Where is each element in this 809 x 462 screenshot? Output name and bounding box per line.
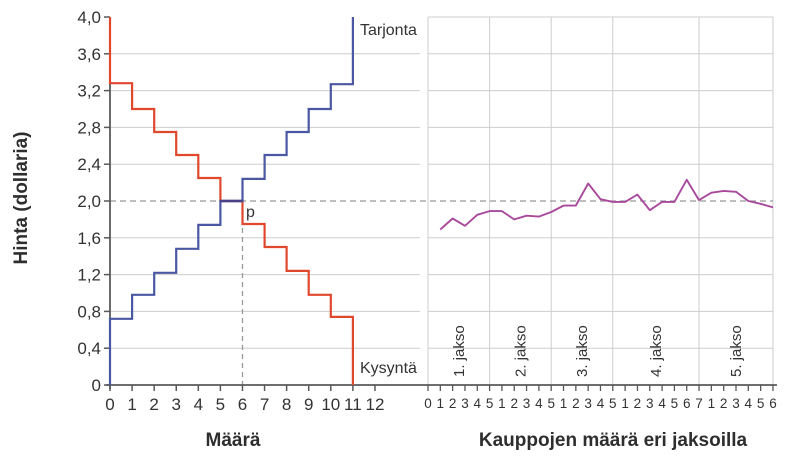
x-tick-label-right: 5	[671, 396, 679, 411]
y-tick-label: 2,8	[77, 118, 101, 137]
x-tick-label-right: 4	[745, 396, 753, 411]
x-tick-label-left: 3	[172, 395, 181, 414]
y-tick-label: 3,2	[77, 82, 101, 101]
x-tick-label-right: 2	[510, 396, 518, 411]
x-tick-label-right: 1	[621, 396, 629, 411]
x-tick-label-right: 4	[658, 396, 666, 411]
x-tick-label-right: 3	[461, 396, 469, 411]
x-tick-label-left: 2	[149, 395, 158, 414]
period-label: 4. jakso	[648, 325, 665, 377]
x-tick-label-right: 2	[634, 396, 642, 411]
equilibrium-price-label: p	[246, 204, 255, 221]
x-tick-label-right: 5	[486, 396, 494, 411]
x-tick-label-right: 2	[572, 396, 580, 411]
x-axis-title-right: Kauppojen määrä eri jaksoilla	[478, 430, 748, 451]
x-tick-label-left: 9	[304, 395, 313, 414]
x-tick-label-left: 5	[216, 395, 225, 414]
y-tick-label: 0	[92, 376, 101, 395]
x-tick-label-right: 2	[449, 396, 457, 411]
x-tick-label-right: 5	[757, 396, 765, 411]
x-tick-label-right: 3	[732, 396, 740, 411]
y-tick-label: 2,0	[77, 192, 101, 211]
x-tick-label-right: 6	[769, 396, 777, 411]
x-tick-label-left: 8	[282, 395, 291, 414]
x-tick-label-right: 2	[720, 396, 728, 411]
x-tick-label-right: 1	[708, 396, 716, 411]
x-tick-label-right: 1	[498, 396, 506, 411]
x-tick-label-right: 6	[683, 396, 691, 411]
x-tick-label-left: 11	[344, 395, 362, 414]
x-tick-label-right: 1	[437, 396, 445, 411]
x-tick-label-right: 4	[474, 396, 482, 411]
period-label: 2. jakso	[512, 325, 529, 377]
y-axis-title: Hinta (dollaria)	[11, 131, 32, 265]
x-tick-label-right: 3	[523, 396, 531, 411]
period-label: 5. jakso	[728, 325, 745, 377]
y-tick-label: 1,2	[77, 266, 101, 285]
x-tick-label-right: 0	[424, 396, 432, 411]
x-tick-label-left: 6	[238, 395, 247, 414]
x-tick-label-right: 7	[695, 396, 703, 411]
x-tick-label-left: 1	[127, 395, 136, 414]
demand-curve-label: Kysyntä	[360, 360, 417, 377]
price-series-line	[439, 178, 774, 231]
period-label: 3. jakso	[574, 325, 591, 377]
x-tick-label-left: 7	[260, 395, 269, 414]
y-tick-label: 1,6	[77, 229, 101, 248]
x-tick-label-left: 10	[321, 395, 340, 414]
x-tick-label-left: 12	[365, 395, 384, 414]
y-tick-label: 4,0	[77, 8, 101, 27]
x-tick-label-right: 4	[597, 396, 605, 411]
y-tick-label: 0,8	[77, 302, 101, 321]
x-tick-label-right: 4	[535, 396, 543, 411]
y-tick-label: 2,4	[77, 155, 101, 174]
supply-curve-label: Tarjonta	[360, 22, 417, 39]
y-tick-label: 0,4	[77, 339, 101, 358]
y-tick-label: 3,6	[77, 45, 101, 64]
x-tick-label-right: 3	[646, 396, 654, 411]
x-axis-title-left: Määrä	[205, 430, 261, 451]
x-tick-label-left: 4	[194, 395, 203, 414]
x-tick-label-right: 5	[547, 396, 555, 411]
x-tick-label-right: 1	[560, 396, 568, 411]
x-tick-label-right: 5	[609, 396, 617, 411]
period-label: 1. jakso	[451, 325, 468, 377]
x-tick-label-left: 0	[105, 395, 114, 414]
x-tick-label-right: 3	[584, 396, 592, 411]
